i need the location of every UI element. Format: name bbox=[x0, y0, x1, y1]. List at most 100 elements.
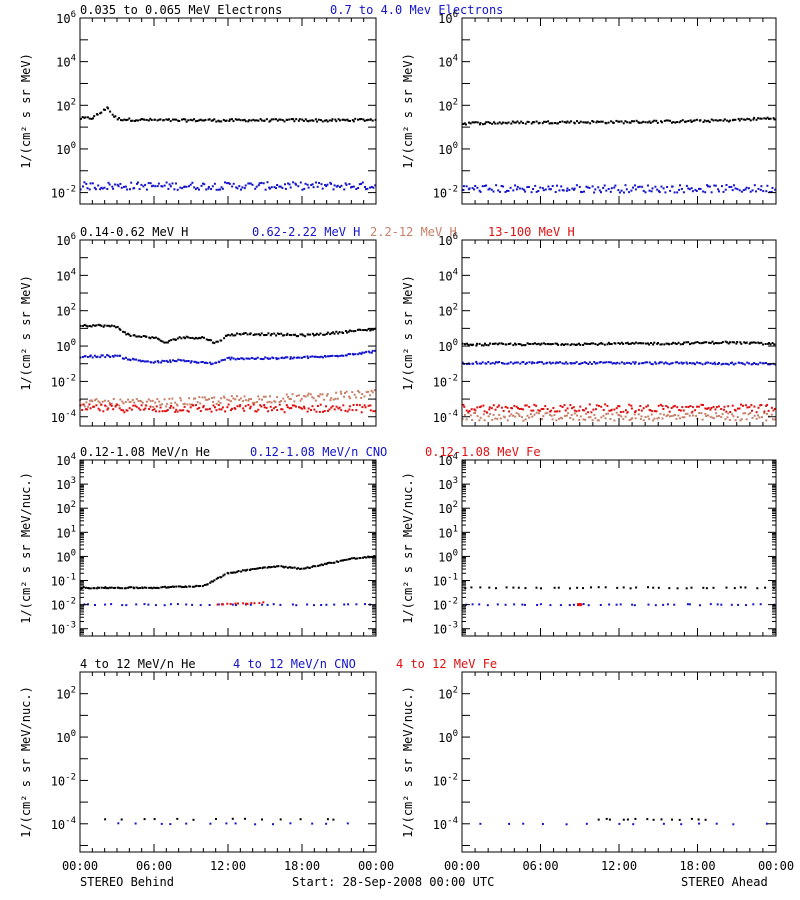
data-point bbox=[140, 336, 143, 338]
data-point bbox=[683, 341, 686, 344]
data-point bbox=[739, 419, 742, 422]
data-point bbox=[357, 187, 360, 189]
data-point bbox=[318, 410, 321, 413]
data-point bbox=[372, 328, 375, 331]
data-point bbox=[125, 333, 128, 336]
data-point bbox=[230, 333, 233, 336]
data-point bbox=[236, 395, 238, 398]
data-point bbox=[165, 118, 168, 121]
data-point bbox=[674, 414, 677, 416]
data-point bbox=[707, 119, 710, 122]
data-point bbox=[126, 409, 129, 412]
data-point bbox=[266, 566, 269, 569]
data-point bbox=[206, 583, 209, 586]
data-point bbox=[593, 413, 596, 416]
data-point bbox=[480, 344, 483, 347]
data-point bbox=[649, 409, 652, 412]
data-point bbox=[315, 410, 318, 413]
data-point bbox=[209, 581, 212, 584]
data-point bbox=[704, 191, 707, 194]
data-point bbox=[485, 184, 488, 187]
data-point bbox=[463, 122, 466, 125]
data-point bbox=[81, 409, 84, 411]
data-point bbox=[615, 411, 618, 414]
data-point bbox=[683, 416, 686, 419]
data-point bbox=[739, 341, 742, 344]
data-point bbox=[369, 118, 372, 121]
data-point bbox=[603, 184, 606, 187]
data-point bbox=[304, 335, 307, 338]
data-point bbox=[135, 335, 138, 338]
data-point bbox=[229, 603, 232, 605]
data-point bbox=[308, 566, 311, 569]
data-point bbox=[618, 405, 621, 408]
data-point bbox=[208, 398, 210, 401]
data-point bbox=[246, 357, 249, 360]
data-point bbox=[262, 395, 265, 398]
data-point bbox=[759, 117, 762, 120]
data-point bbox=[228, 118, 231, 121]
data-point bbox=[740, 190, 743, 193]
data-point bbox=[629, 342, 632, 345]
data-point bbox=[743, 341, 746, 344]
data-point bbox=[355, 603, 358, 606]
data-point bbox=[182, 336, 185, 339]
data-point bbox=[221, 187, 224, 190]
data-point bbox=[191, 585, 194, 588]
data-point bbox=[669, 119, 671, 122]
data-point bbox=[120, 409, 123, 411]
y-axis-label: 1/(cm² s sr MeV) bbox=[401, 275, 415, 391]
data-point bbox=[234, 358, 237, 361]
data-point bbox=[232, 182, 235, 185]
data-point bbox=[289, 356, 292, 359]
data-point bbox=[362, 556, 364, 559]
data-point bbox=[513, 603, 516, 606]
data-point bbox=[197, 585, 200, 588]
data-point bbox=[706, 407, 709, 410]
data-point bbox=[342, 354, 345, 357]
data-point bbox=[525, 361, 528, 364]
data-point bbox=[238, 399, 241, 401]
data-point bbox=[512, 414, 515, 417]
data-point bbox=[676, 361, 678, 364]
data-point bbox=[111, 185, 114, 188]
data-point bbox=[582, 587, 584, 590]
data-point bbox=[364, 329, 367, 331]
data-point bbox=[309, 393, 312, 396]
data-point bbox=[261, 603, 264, 606]
data-point bbox=[597, 186, 600, 189]
data-point bbox=[99, 112, 102, 115]
data-point bbox=[82, 185, 84, 188]
data-point bbox=[518, 187, 521, 190]
data-point bbox=[672, 414, 675, 417]
data-point bbox=[681, 406, 684, 409]
data-point bbox=[112, 355, 115, 358]
data-point bbox=[372, 410, 375, 413]
data-point bbox=[618, 120, 621, 123]
data-point bbox=[524, 418, 527, 421]
data-point bbox=[234, 398, 237, 401]
data-point bbox=[528, 361, 531, 364]
data-point bbox=[612, 122, 615, 124]
data-point bbox=[582, 603, 585, 606]
data-point bbox=[334, 397, 337, 400]
data-point bbox=[153, 118, 156, 121]
data-point bbox=[328, 355, 331, 358]
data-point bbox=[768, 363, 771, 366]
data-point bbox=[563, 404, 566, 407]
data-point bbox=[93, 405, 95, 408]
data-point bbox=[743, 363, 746, 366]
data-point bbox=[196, 337, 199, 340]
data-point bbox=[180, 359, 183, 362]
data-point bbox=[640, 415, 643, 418]
data-point bbox=[696, 341, 699, 343]
data-point bbox=[175, 182, 177, 185]
data-point bbox=[247, 182, 250, 185]
data-point bbox=[557, 343, 560, 346]
data-point bbox=[648, 120, 651, 123]
data-point bbox=[325, 822, 328, 825]
data-point bbox=[726, 416, 729, 419]
data-point bbox=[358, 404, 361, 407]
data-point bbox=[604, 586, 607, 589]
